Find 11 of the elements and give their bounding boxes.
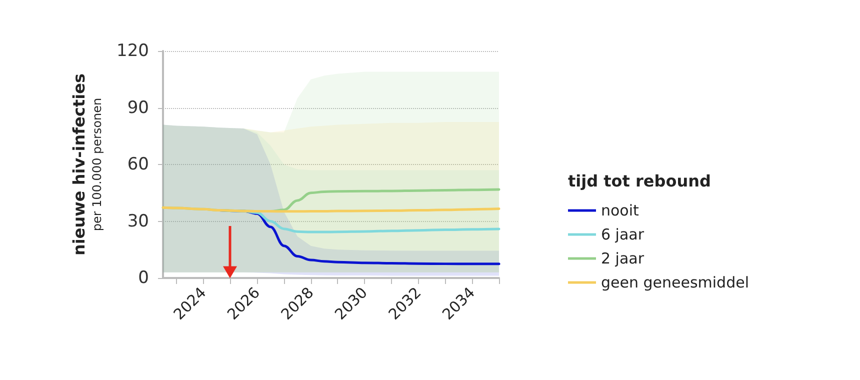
- legend-label: geen geneesmiddel: [601, 274, 750, 292]
- legend-label: nooit: [601, 202, 640, 220]
- y-tick-label: 60: [127, 154, 149, 174]
- legend-label: 2 jaar: [601, 250, 645, 268]
- legend-label: 6 jaar: [601, 226, 645, 244]
- y-tick-label: 90: [127, 98, 149, 118]
- y-tick-label: 30: [127, 211, 149, 232]
- y-tick-label: 120: [116, 41, 149, 61]
- legend-title: tijd tot rebound: [568, 172, 711, 190]
- y-axis-title: nieuwe hiv-infecties per 100.000 personen: [70, 74, 104, 256]
- y-tick-label: 0: [138, 268, 149, 288]
